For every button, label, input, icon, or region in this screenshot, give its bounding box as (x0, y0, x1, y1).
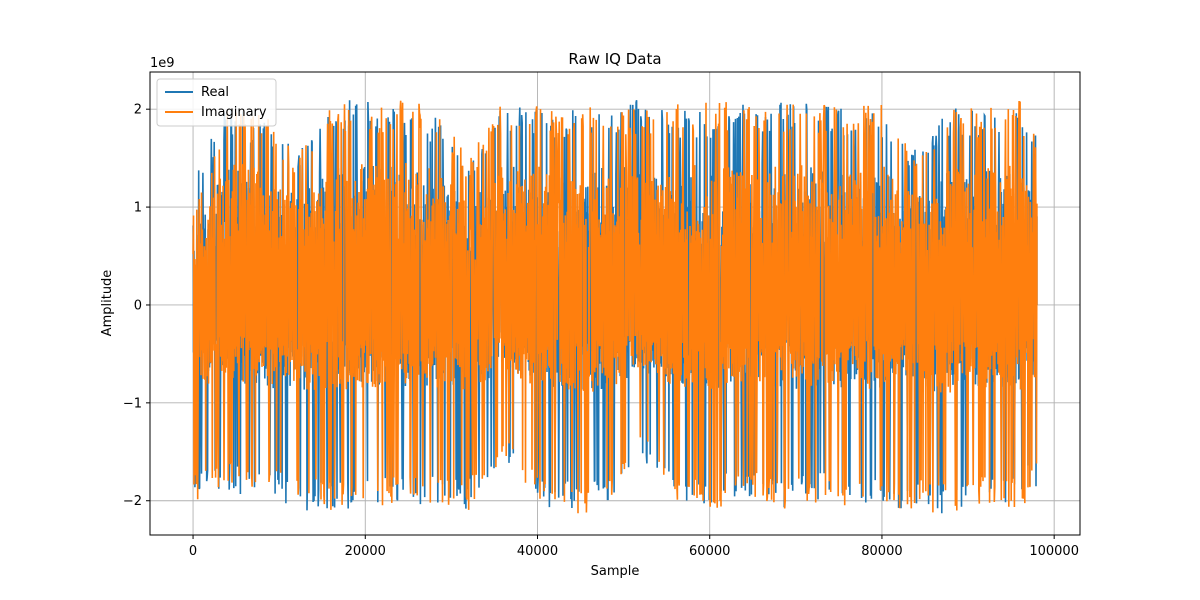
x-tick-label: 40000 (517, 544, 558, 559)
legend-label-imaginary: Imaginary (201, 105, 267, 120)
legend: Real Imaginary (156, 78, 277, 127)
series-line-imaginary (192, 100, 1038, 514)
y-tick-label: 2 (134, 103, 142, 118)
x-tick-label: 100000 (1029, 544, 1079, 559)
plot-area (192, 100, 1038, 514)
axes-border (149, 71, 1081, 536)
y-tick-label: −2 (123, 494, 142, 509)
x-tick-label: 80000 (861, 544, 902, 559)
legend-box (156, 78, 277, 127)
legend-label-real: Real (201, 85, 229, 100)
y-tick-label: −1 (123, 396, 142, 411)
axes-frame (149, 71, 1081, 536)
ticks: 0 20000 40000 60000 80000 100000 −2 −1 0 1 2 (123, 103, 1079, 559)
x-axis-label: Sample (591, 564, 640, 579)
x-tick-label: 20000 (345, 544, 386, 559)
y-offset-label: 1e9 (150, 56, 175, 71)
chart-title: Raw IQ Data (568, 50, 661, 68)
y-axis-label: Amplitude (100, 270, 115, 337)
x-tick-label: 60000 (689, 544, 730, 559)
x-tick-label: 0 (189, 544, 197, 559)
y-tick-label: 0 (134, 298, 142, 313)
y-tick-label: 1 (134, 201, 142, 216)
